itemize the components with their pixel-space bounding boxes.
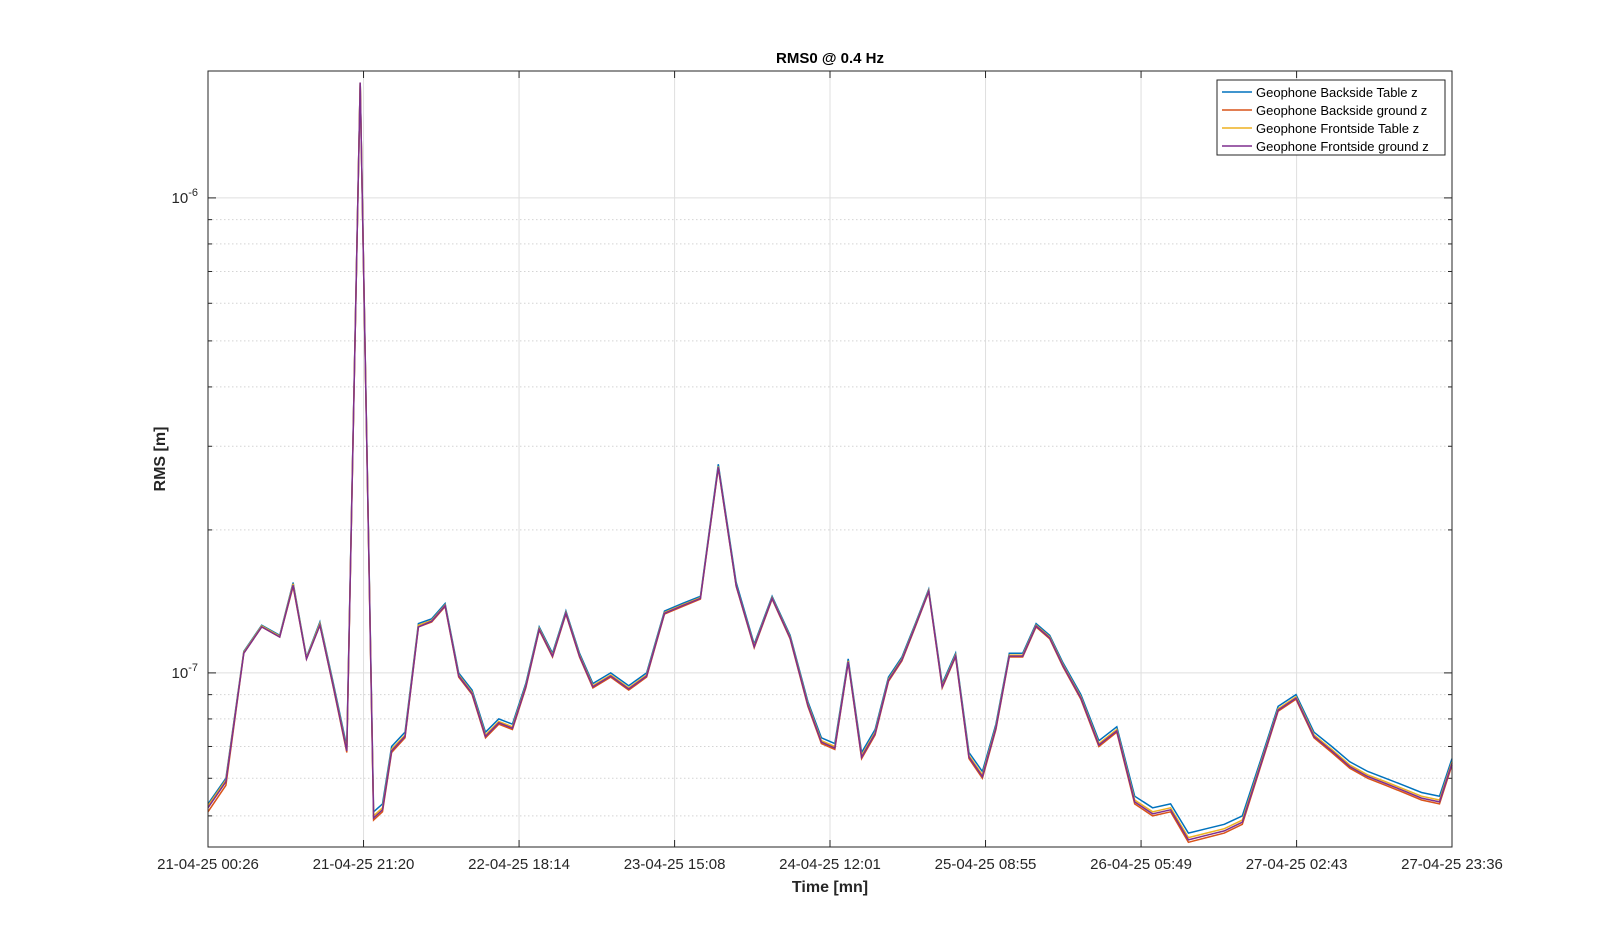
legend-entry-label: Geophone Frontside ground z	[1256, 139, 1429, 154]
series-line-backside-table-z	[207, 82, 1453, 834]
legend-box	[1216, 79, 1446, 156]
x-tick-label: 21-04-25 21:20	[313, 856, 415, 873]
y-axis-label: RMS [m]	[152, 427, 169, 492]
series-line-frontside-ground-z	[207, 82, 1453, 841]
axis-ticks	[207, 71, 1453, 847]
legend: Geophone Backside Table z Geophone Backsi…	[1216, 79, 1446, 156]
x-tick-label: 27-04-25 23:36	[1401, 856, 1503, 873]
y-tick-labels: 10-7 10-6	[172, 187, 198, 682]
x-tick-label: 23-04-25 15:08	[624, 856, 726, 873]
y-tick-label: 10-6	[172, 187, 198, 207]
x-tick-labels: 21-04-25 00:26 21-04-25 21:20 22-04-25 18:…	[157, 856, 1503, 873]
series-lines	[207, 82, 1453, 844]
y-tick-label: 10-7	[172, 662, 198, 682]
legend-entry-label: Geophone Frontside Table z	[1256, 121, 1419, 136]
x-tick-label: 26-04-25 05:49	[1090, 856, 1192, 873]
x-tick-label: 27-04-25 02:43	[1246, 856, 1348, 873]
legend-entry-label: Geophone Backside ground z	[1256, 103, 1427, 118]
x-tick-label: 22-04-25 18:14	[468, 856, 570, 873]
x-tick-label: 25-04-25 08:55	[935, 856, 1037, 873]
x-tick-label: 21-04-25 00:26	[157, 856, 259, 873]
plot-frame	[207, 70, 1453, 848]
x-tick-label: 24-04-25 12:01	[779, 856, 881, 873]
chart-title: RMS0 @ 0.4 Hz	[776, 50, 884, 67]
x-axis-label: Time [mn]	[792, 879, 868, 896]
legend-entry-label: Geophone Backside Table z	[1256, 85, 1418, 100]
